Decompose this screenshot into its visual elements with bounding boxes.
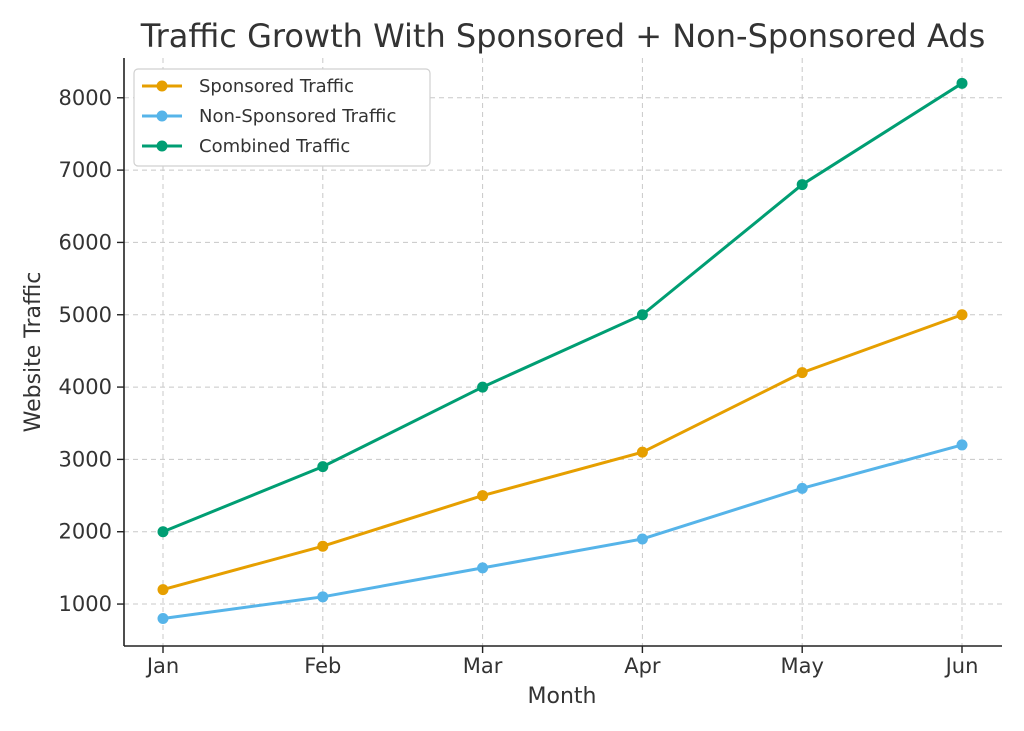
- ticks: Jan Feb Mar Apr May Jun 1000 2000 3000 4000 5000 60…: [59, 86, 979, 678]
- legend-label: Non-Sponsored Traffic: [199, 106, 396, 127]
- legend-label: Combined Traffic: [199, 136, 350, 157]
- data-point: [157, 526, 169, 538]
- data-point: [636, 446, 648, 458]
- series-sponsored-traffic: [157, 309, 968, 596]
- data-point: [477, 562, 489, 574]
- data-point: [796, 179, 808, 191]
- y-tick-label: 6000: [59, 230, 112, 254]
- data-point: [157, 613, 169, 625]
- x-tick-label: Jun: [944, 654, 979, 678]
- x-tick-label: Apr: [624, 654, 661, 678]
- legend-marker: [156, 80, 168, 92]
- y-tick-label: 1000: [59, 592, 112, 616]
- data-point: [317, 461, 329, 473]
- series-non-sponsored-traffic: [157, 439, 968, 625]
- data-point: [796, 482, 808, 494]
- y-axis-label: Website Traffic: [21, 272, 46, 433]
- data-point: [157, 584, 169, 596]
- chart-title: Traffic Growth With Sponsored + Non-Spon…: [140, 17, 986, 55]
- series-line: [162, 443, 963, 621]
- axes: [123, 58, 1002, 647]
- data-point: [477, 381, 489, 393]
- y-tick-label: 3000: [59, 447, 112, 471]
- legend-marker: [156, 110, 168, 122]
- data-point: [796, 367, 808, 379]
- y-tick-label: 2000: [59, 520, 112, 544]
- y-tick-label: 7000: [59, 158, 112, 182]
- y-tick-label: 5000: [59, 303, 112, 327]
- x-tick-label: Jan: [145, 654, 179, 678]
- data-point: [317, 591, 329, 603]
- data-point: [956, 439, 968, 451]
- legend-marker: [156, 140, 168, 152]
- legend-box: [133, 68, 431, 167]
- legend: Sponsored Traffic Non-Sponsored Traffic Co…: [133, 68, 431, 167]
- data-point: [317, 540, 329, 552]
- series-combined-traffic: [157, 77, 968, 538]
- data-point: [636, 309, 648, 321]
- series-group: [157, 77, 968, 625]
- series-line: [162, 82, 963, 534]
- data-point: [636, 533, 648, 545]
- x-tick-label: Mar: [463, 654, 503, 678]
- data-point: [956, 77, 968, 89]
- x-axis-label: Month: [528, 684, 597, 709]
- legend-label: Sponsored Traffic: [199, 76, 354, 97]
- x-tick-label: Feb: [304, 654, 341, 678]
- data-point: [477, 490, 489, 502]
- series-line: [162, 313, 963, 592]
- y-tick-label: 4000: [59, 375, 112, 399]
- x-tick-label: May: [780, 654, 823, 678]
- y-tick-label: 8000: [59, 86, 112, 110]
- data-point: [956, 309, 968, 321]
